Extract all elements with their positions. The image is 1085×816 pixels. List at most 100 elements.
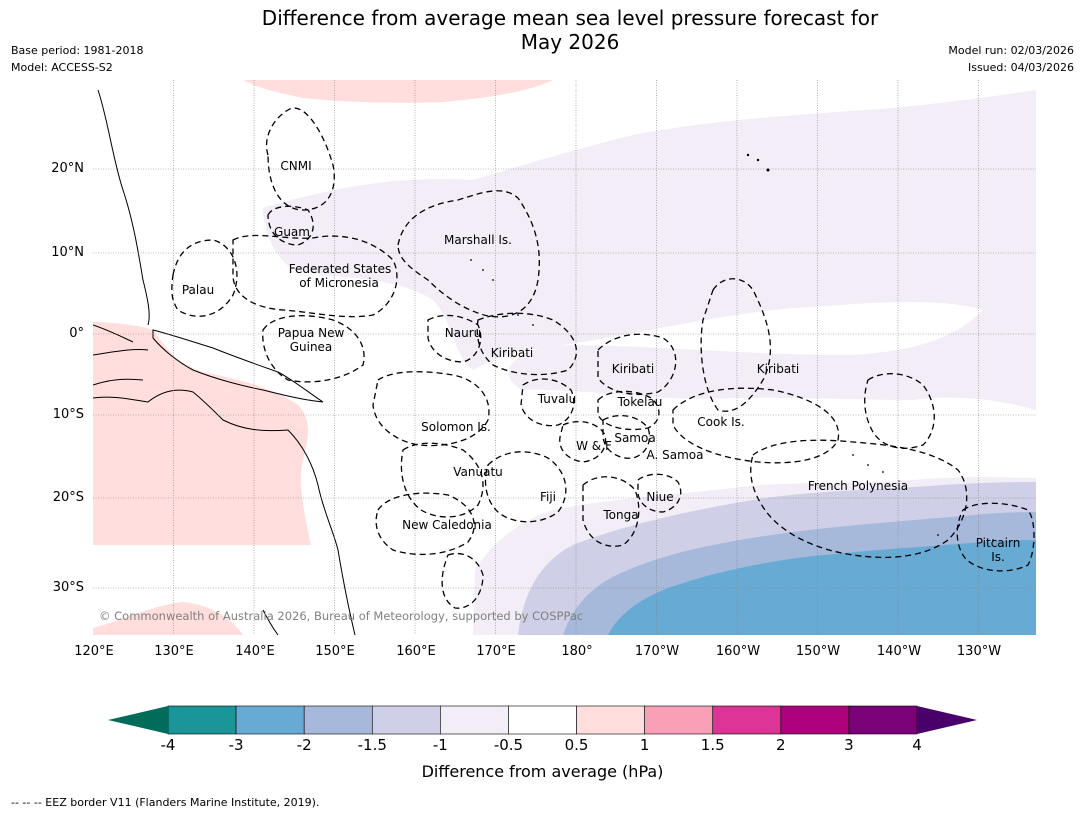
- region-label-fiji: Fiji: [539, 490, 557, 504]
- region-label-tokelau: Tokelau: [617, 395, 663, 409]
- lat-label-10s: 10°S: [52, 407, 84, 422]
- issued-date: Issued: 04/03/2026: [967, 61, 1074, 74]
- map-title-line2: May 2026: [520, 30, 620, 54]
- coast-indonesia: [93, 324, 149, 386]
- fill-pos-0-5-sw: [93, 602, 243, 635]
- eez-palau: [171, 239, 238, 317]
- eez-png: [262, 315, 365, 383]
- model-run: Model run: 02/03/2026: [948, 44, 1074, 57]
- region-label-wf: W & F: [576, 439, 612, 453]
- colorbar-tick-label: 1: [639, 736, 650, 754]
- region-label-kiribati-e: Kiribati: [756, 362, 800, 376]
- eez-niue: [637, 473, 682, 513]
- region-label-niue: Niue: [646, 490, 674, 504]
- lon-label-170w: 170°W: [634, 644, 680, 659]
- region-label-samoa: Samoa: [614, 431, 656, 445]
- colorbar-segment: [780, 705, 850, 735]
- lat-label-20s: 20°S: [52, 490, 84, 505]
- colorbar-tick-label: -4: [160, 736, 176, 754]
- lon-label-160w: 160°W: [715, 644, 761, 659]
- lon-label-140w: 140°W: [876, 644, 922, 659]
- colorbar-segment: [712, 705, 782, 735]
- lon-label-120e: 120°E: [74, 644, 114, 659]
- colorbar-segment: [508, 705, 577, 735]
- eez-fsm: [232, 234, 398, 318]
- colorbar: [108, 705, 977, 735]
- eez-fiji: [484, 451, 567, 523]
- region-label-png-1: Papua New: [277, 326, 345, 340]
- eez-line-islands: [864, 373, 935, 449]
- coastlines: [93, 89, 356, 635]
- colorbar-tick-label: -2: [296, 736, 312, 754]
- colorbar-tick-label: 1.5: [700, 736, 725, 754]
- island-dots: [470, 153, 994, 541]
- lat-label-10n: 10°N: [51, 245, 84, 260]
- eez-french-polynesia: [750, 439, 968, 558]
- model-name: Model: ACCESS-S2: [11, 61, 113, 74]
- colorbar-tick-label: 2: [776, 736, 786, 754]
- base-period: Base period: 1981-2018: [11, 44, 144, 57]
- region-label-kiribati-w: Kiribati: [490, 346, 534, 360]
- coast-australia: [93, 389, 356, 635]
- fill-neg-2: [608, 540, 1036, 635]
- colorbar-label: Difference from average (hPa): [421, 762, 664, 781]
- region-label-palau: Palau: [181, 283, 215, 297]
- colorbar-segment: [167, 705, 237, 735]
- eez-norfolk: [441, 552, 484, 609]
- colorbar-segment: [848, 705, 918, 735]
- region-label-french-polynesia: French Polynesia: [807, 479, 909, 493]
- eez-kiribati-e: [700, 278, 771, 412]
- region-label-tuvalu: Tuvalu: [537, 392, 577, 406]
- colorbar-tick-label: 4: [912, 736, 922, 754]
- region-label-fsm-1: Federated States: [288, 262, 392, 276]
- eez-kiribati-w: [476, 312, 577, 376]
- coast-png: [152, 329, 324, 403]
- region-label-marshall: Marshall Is.: [444, 233, 512, 247]
- lat-label-0: 0°: [69, 326, 84, 341]
- meta-left: Base period: 1981-2018 Model: ACCESS-S2: [11, 42, 143, 76]
- grid-lines: [93, 80, 1036, 635]
- eez-pitcairn: [956, 502, 1035, 572]
- lat-label-30s: 30°S: [52, 580, 84, 595]
- region-label-fsm-2: of Micronesia: [299, 276, 379, 290]
- region-label-guam: Guam: [274, 225, 310, 239]
- eez-wf: [559, 421, 607, 463]
- coast-philippines: [97, 89, 150, 326]
- region-label-cnmi: CNMI: [280, 159, 312, 173]
- lat-label-20n: 20°N: [51, 161, 84, 176]
- region-label-png-2: Guinea: [289, 340, 333, 354]
- region-label-vanuatu: Vanuatu: [453, 465, 503, 479]
- lon-label-160e: 160°E: [396, 644, 436, 659]
- colorbar-over-arrow: [917, 706, 977, 734]
- eez-tuvalu: [520, 378, 575, 427]
- eez-guam: [267, 205, 314, 246]
- region-label-tonga: Tonga: [603, 508, 639, 522]
- colorbar-segment: [644, 705, 714, 735]
- lon-label-130w: 130°W: [956, 644, 1002, 659]
- lon-label-150e: 150°E: [315, 644, 355, 659]
- lon-label-180: 180°: [561, 644, 593, 659]
- coast-new-zealand-north: [262, 609, 279, 635]
- region-label-new-caledonia: New Caledonia: [402, 518, 492, 532]
- lon-label-140e: 140°E: [235, 644, 275, 659]
- colorbar-tick-label: -1: [432, 736, 448, 754]
- colorbar-tick-label: -0.5: [493, 736, 524, 754]
- eez-kiribati-c: [597, 333, 677, 395]
- map-title-line1: Difference from average mean sea level p…: [261, 6, 879, 30]
- region-label-solomon: Solomon Is.: [421, 420, 491, 434]
- colorbar-tick-label: 3: [844, 736, 854, 754]
- fill-neg-0-5-north: [263, 90, 1036, 410]
- eez-marshall: [397, 190, 540, 318]
- map-title: Difference from average mean sea level p…: [0, 6, 1085, 54]
- colorbar-segments: [167, 705, 918, 735]
- region-label-pitcairn-1: Pitcairn: [975, 536, 1021, 550]
- eez-new-caledonia: [375, 492, 475, 556]
- region-label-cook: Cook Is.: [697, 415, 745, 429]
- fill-pos-0-5-west: [93, 322, 311, 545]
- lon-label-170e: 170°E: [476, 644, 516, 659]
- region-label-asamoa: A. Samoa: [646, 448, 704, 462]
- colorbar-under-arrow: [108, 706, 168, 734]
- colorbar-segment: [303, 705, 373, 735]
- lon-label-150w: 150°W: [795, 644, 841, 659]
- eez-borders: [171, 107, 1035, 609]
